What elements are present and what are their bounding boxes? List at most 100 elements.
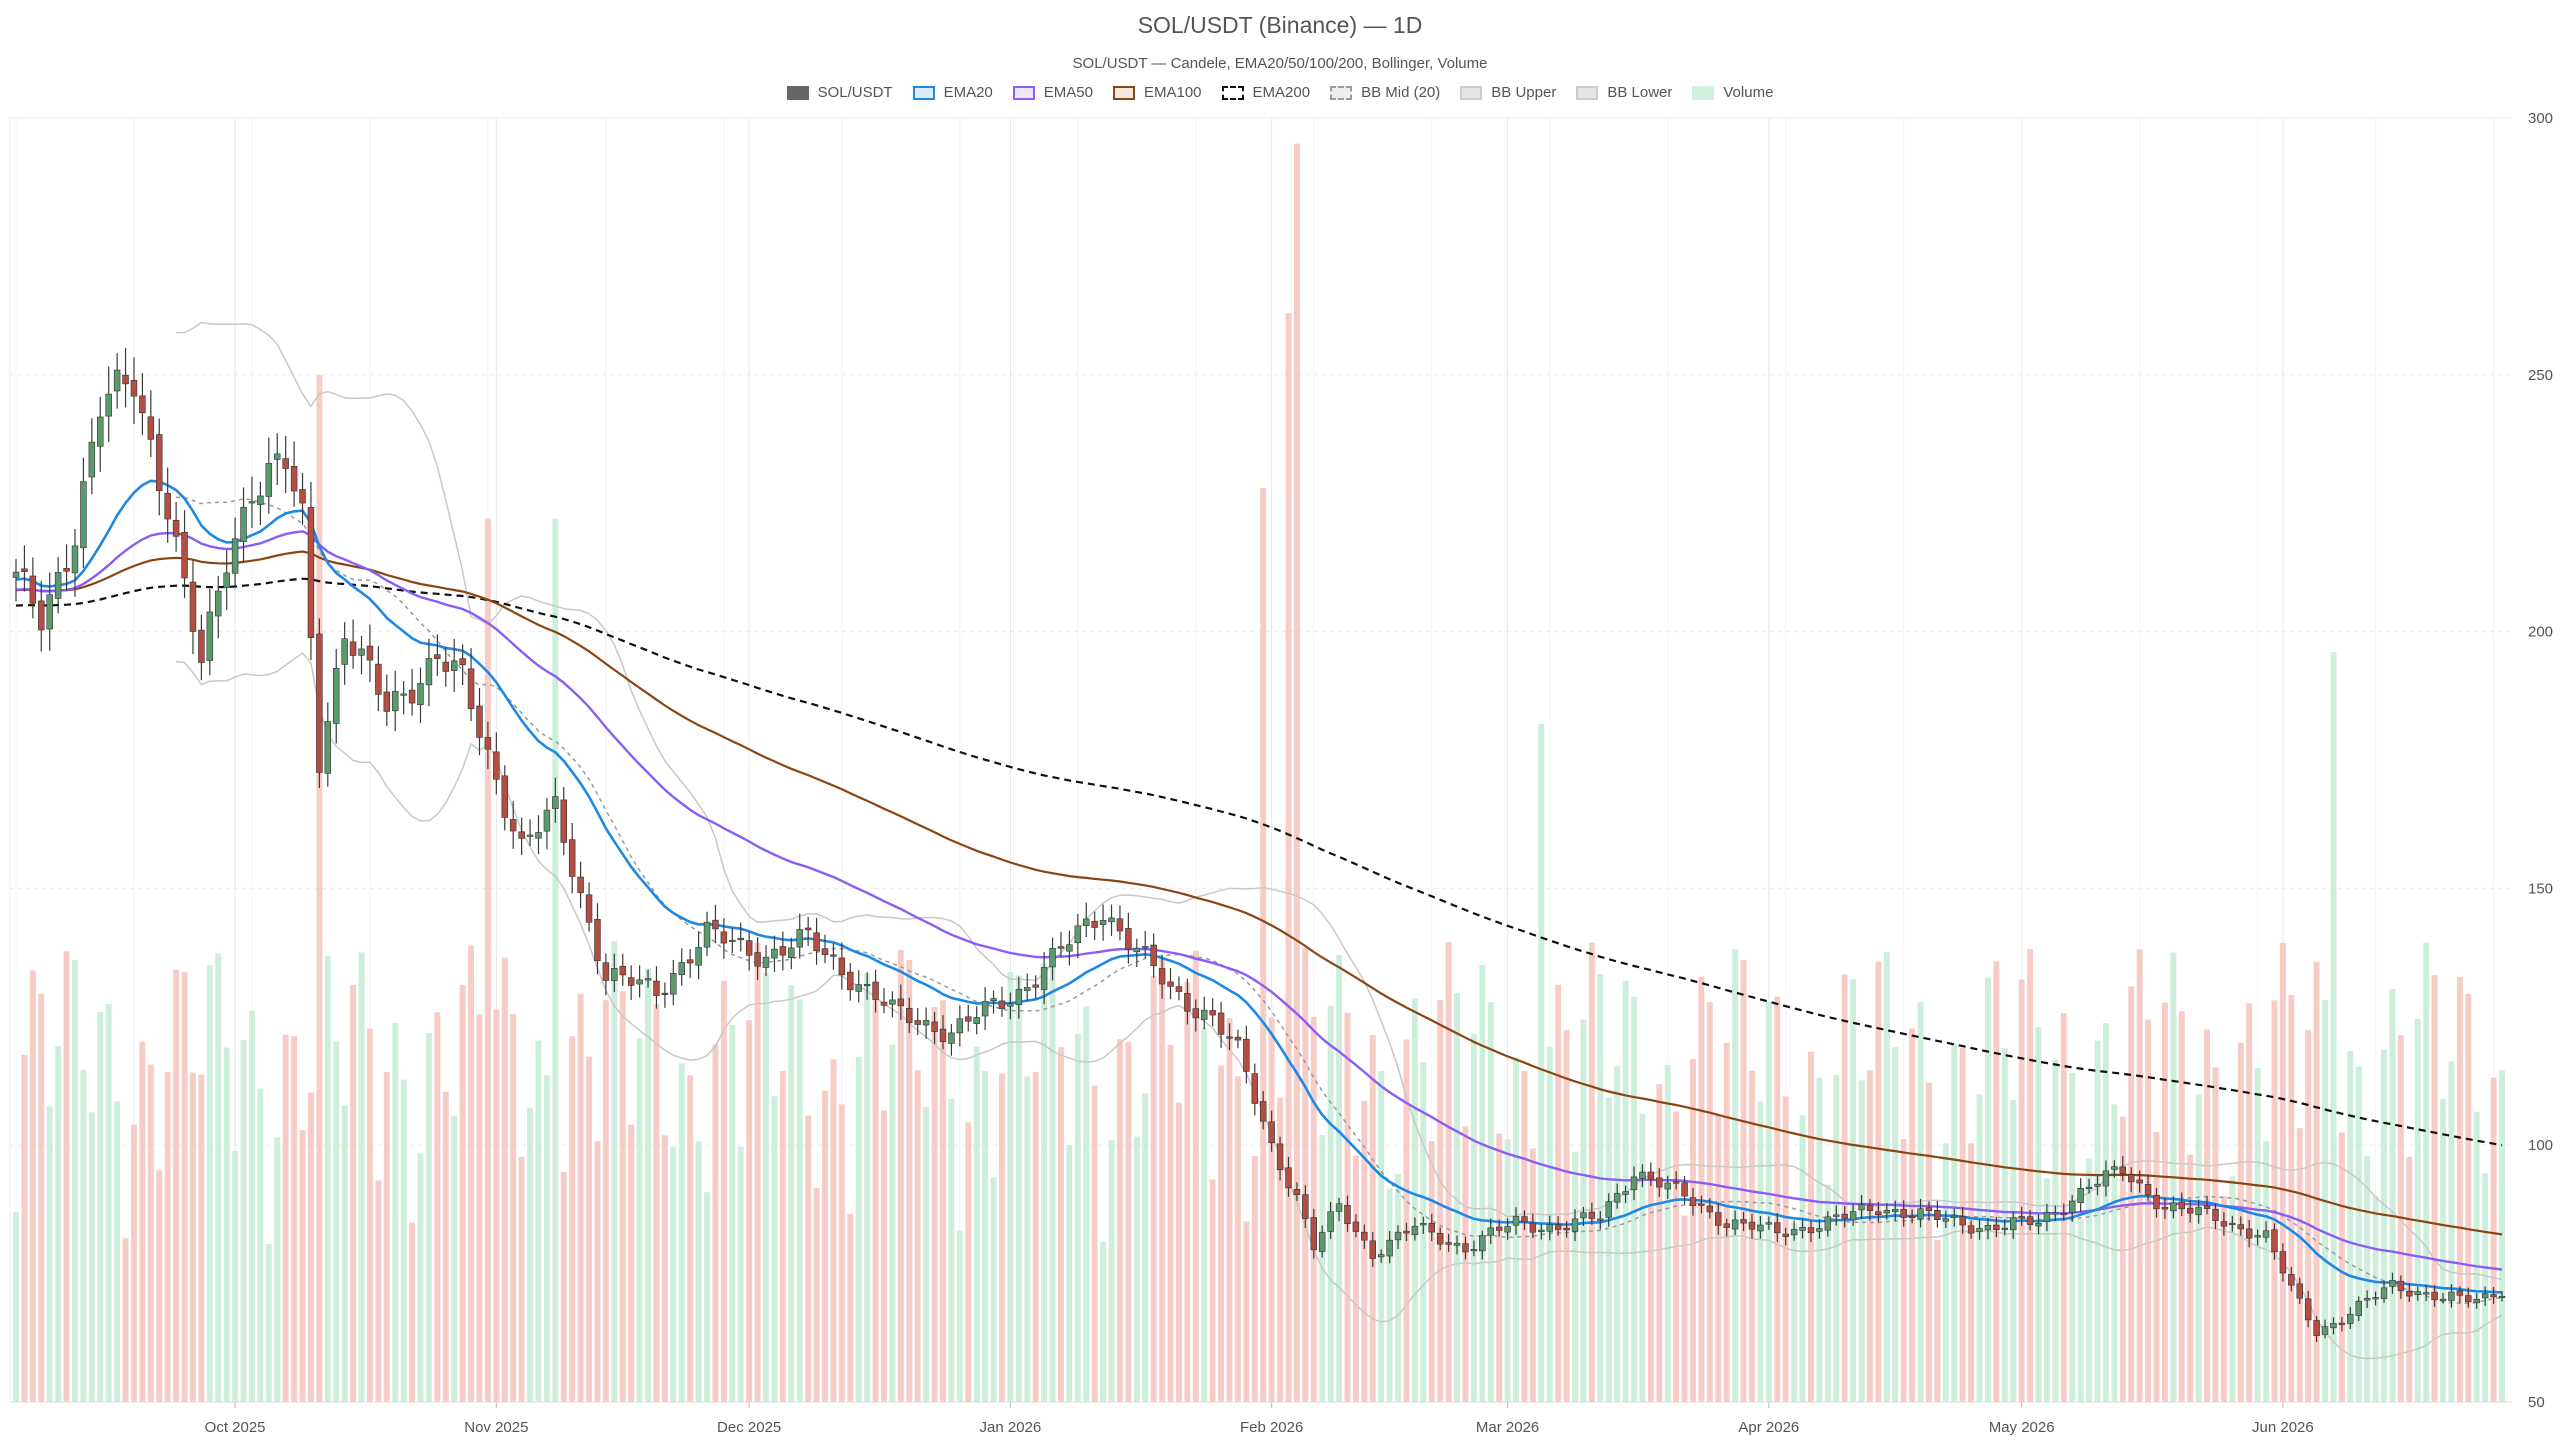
candle-body — [1740, 1219, 1747, 1224]
candle-body — [1251, 1073, 1259, 1104]
volume-bar — [1715, 1115, 1722, 1402]
legend-swatch — [1576, 85, 1599, 100]
candle-body — [2254, 1235, 2261, 1238]
candle-body — [1967, 1225, 1975, 1234]
volume-bar — [1664, 1064, 1671, 1402]
volume-bar — [181, 972, 188, 1402]
volume-bar — [518, 1156, 525, 1402]
candle-body — [1858, 1204, 1865, 1211]
candle-body — [2490, 1294, 2497, 1298]
volume-bar — [1647, 1180, 1654, 1402]
candle-body — [568, 839, 576, 877]
candle-body — [1698, 1203, 1705, 1206]
candle-body — [417, 683, 424, 706]
volume-bar — [569, 1036, 576, 1402]
candle-body — [998, 1000, 1006, 1009]
candle-body — [737, 937, 744, 941]
candle-body — [38, 600, 45, 631]
candle-body — [1184, 993, 1191, 1012]
candle-body — [1976, 1228, 1983, 1232]
legend-item-ema200[interactable]: EMA200 — [1221, 84, 1310, 101]
candle-body — [1672, 1181, 1680, 1184]
candle-body — [1512, 1216, 1520, 1226]
candle-body — [560, 799, 568, 843]
candle-body — [636, 979, 643, 985]
legend-item-volume[interactable]: Volume — [1692, 84, 1773, 101]
chart-subtitle: SOL/USDT — Candele, EMA20/50/100/200, Bo… — [1072, 55, 1488, 72]
ema-lines — [15, 479, 2503, 1294]
volume-bar — [1681, 1215, 1688, 1402]
candle-body — [172, 520, 180, 537]
candle-body — [914, 1020, 921, 1025]
volume-bar — [1900, 1139, 1907, 1402]
volume-bar — [1942, 1143, 1949, 1402]
volume-bar — [1336, 954, 1342, 1402]
volume-bar — [796, 999, 803, 1402]
volume-bar — [13, 1212, 19, 1402]
candle-body — [1538, 1229, 1545, 1232]
volume-bar — [1993, 961, 2000, 1402]
volume-bar — [1041, 963, 1048, 1402]
volume-bar — [552, 518, 559, 1402]
volume-bar — [2355, 1066, 2362, 1402]
candle-body — [1377, 1254, 1385, 1258]
candle-body — [383, 691, 391, 712]
volume-bar — [21, 1054, 28, 1402]
volume-bar — [1757, 1101, 1764, 1402]
volume-bar — [114, 1101, 121, 1402]
volume-bar — [619, 991, 626, 1402]
volume-bar — [425, 1032, 432, 1402]
volume-bar — [173, 969, 180, 1402]
volume-bar — [333, 1041, 340, 1402]
candle-body — [2127, 1174, 2135, 1183]
volume-bar — [999, 1073, 1005, 1402]
candle-body — [863, 984, 871, 987]
legend-item-bb-mid-20-[interactable]: BB Mid (20) — [1330, 84, 1440, 101]
volume-bar — [1656, 1084, 1663, 1402]
candle-body — [880, 1001, 888, 1006]
volume-bar — [2338, 1132, 2345, 1402]
volume-bar — [484, 518, 491, 1402]
volume-bar — [2212, 1067, 2219, 1402]
volume-bar — [232, 1150, 239, 1402]
candle-body — [257, 495, 264, 505]
chart-legend: SOL/USDT EMA20 EMA50 EMA100 EMA200 BB Mid (20… — [0, 84, 2560, 101]
volume-bar — [2271, 1000, 2278, 1402]
volume-bar — [847, 1213, 854, 1402]
candle-body — [1462, 1243, 1469, 1253]
legend-item-bb-lower[interactable]: BB Lower — [1576, 84, 1672, 101]
volume-bar — [2052, 1059, 2059, 1402]
volume-bar — [1968, 1143, 1975, 1402]
candle-body — [703, 921, 711, 948]
volume-bar — [1588, 942, 1595, 1402]
candle-body — [1521, 1216, 1528, 1223]
candle-body — [198, 629, 205, 663]
legend-item-ema50[interactable]: EMA50 — [1012, 84, 1093, 101]
volume-bar — [535, 1040, 542, 1402]
volume-bar — [1799, 1115, 1806, 1402]
legend-label: SOL/USDT — [817, 84, 893, 101]
candle-body — [2094, 1183, 2101, 1187]
legend-item-bb-upper[interactable]: BB Upper — [1460, 84, 1556, 101]
volume-bar — [2490, 1077, 2497, 1402]
volume-bar — [1083, 1006, 1090, 1402]
candle-body — [215, 590, 222, 617]
y-tick-label: 100 — [2528, 1137, 2553, 1154]
x-tick-label: Apr 2026 — [1738, 1419, 1799, 1436]
legend-item-ema20[interactable]: EMA20 — [912, 84, 993, 101]
candle-body — [1723, 1223, 1730, 1228]
volume-bar — [459, 984, 466, 1402]
legend-label: BB Mid (20) — [1361, 84, 1441, 101]
candle-body — [1765, 1222, 1773, 1225]
volume-bar — [712, 1044, 719, 1402]
volume-bar — [1791, 1222, 1798, 1402]
legend-item-ema100[interactable]: EMA100 — [1112, 84, 1202, 101]
candle-body — [1015, 989, 1023, 1006]
volume-bar — [1698, 976, 1705, 1402]
legend-label: EMA20 — [943, 84, 993, 101]
candle-body — [653, 980, 660, 996]
legend-item-sol-usdt[interactable]: SOL/USDT — [786, 84, 893, 101]
candle-body — [1731, 1219, 1739, 1230]
candle-body — [1807, 1227, 1815, 1234]
candle-body — [1563, 1227, 1570, 1231]
